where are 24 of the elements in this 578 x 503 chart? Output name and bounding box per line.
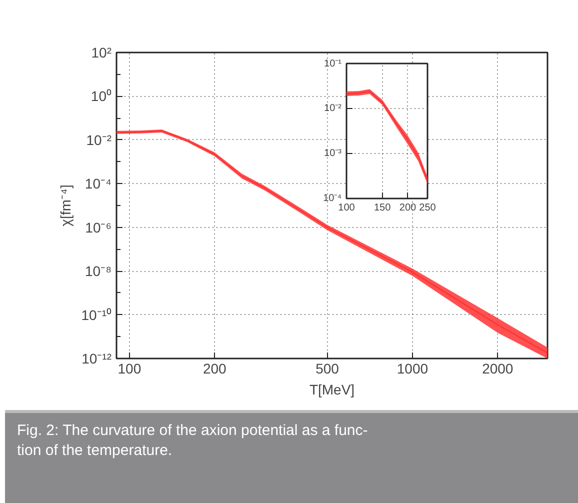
x-tick-label: 250 <box>419 202 436 214</box>
y-axis-title: χ[fm⁻⁴] <box>57 184 74 226</box>
y-tick-label: 10⁻⁸ <box>85 263 112 280</box>
caption: Fig. 2: The curvature of the axion potential as a func- tion of the temperature. <box>17 421 368 460</box>
x-tick-label: 100 <box>118 360 142 376</box>
y-tick-label: 10⁻⁴ <box>323 193 342 204</box>
x-tick-label: 2000 <box>482 360 514 376</box>
y-tick-label: 10² <box>91 44 112 60</box>
y-tick-label: 10⁻¹ <box>324 58 342 70</box>
x-tick-label: 500 <box>316 360 340 376</box>
y-tick-label: 10⁻³ <box>324 148 342 159</box>
y-tick-label: 10⁻² <box>86 132 112 148</box>
y-tick-label: 10⁻² <box>324 103 342 114</box>
y-tick-label: 10⁻⁴ <box>84 176 112 192</box>
y-tick-label: 10⁻¹⁰ <box>81 306 112 323</box>
x-tick-label: 100 <box>338 202 356 214</box>
y-tick-label: 10⁻¹² <box>82 350 112 366</box>
y-tick-label: 10⁻⁶ <box>85 219 112 236</box>
x-tick-label: 200 <box>399 202 417 214</box>
y-tick-label: 10⁰ <box>90 88 112 104</box>
x-axis-title: T[MeV] <box>309 382 355 398</box>
x-tick-label: 150 <box>374 202 392 214</box>
x-tick-label: 1000 <box>396 360 428 376</box>
x-tick-label: 200 <box>202 360 227 376</box>
